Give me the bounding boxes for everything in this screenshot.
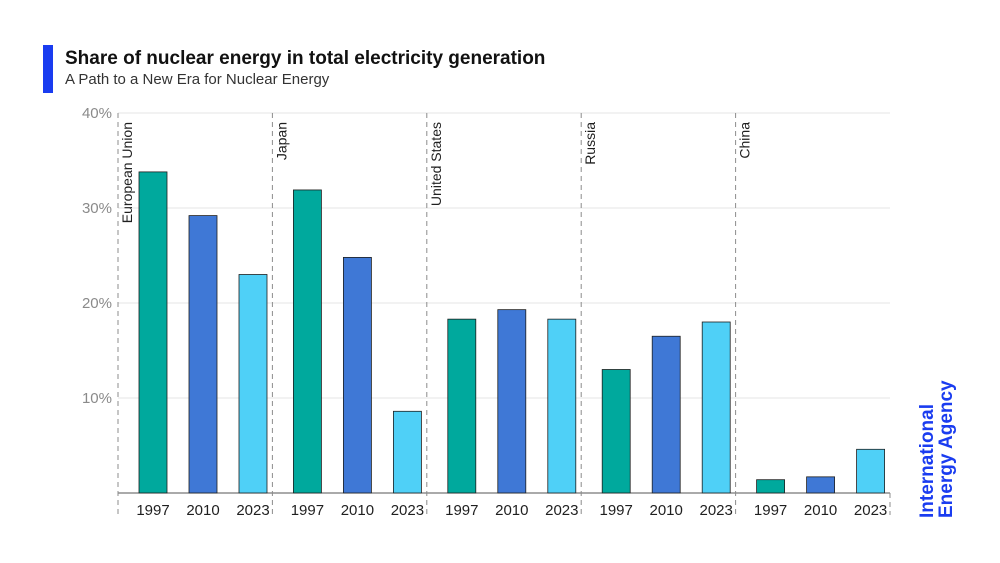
bar-1997	[292, 189, 322, 494]
bar-2010	[806, 476, 835, 494]
brand-line-2: Energy Agency	[936, 380, 957, 518]
chart-title: Share of nuclear energy in total electri…	[65, 48, 546, 69]
bar-1997	[756, 479, 785, 494]
group-label: Japan	[273, 122, 289, 160]
bar-2023	[238, 274, 268, 494]
bar-1997	[601, 369, 631, 494]
x-tick-label: 2010	[650, 502, 683, 519]
x-tick-label: 2010	[804, 502, 837, 519]
bar-2010	[188, 215, 218, 494]
x-tick-label: 2023	[391, 502, 424, 519]
brand-line-1: International	[917, 403, 938, 518]
x-tick-label: 2010	[341, 502, 374, 519]
bar-2023	[392, 410, 422, 494]
x-tick-label: 2023	[545, 502, 578, 519]
x-tick-label: 2010	[186, 502, 219, 519]
bar-1997	[447, 318, 477, 494]
x-tick-label: 2023	[854, 502, 887, 519]
bar-2010	[497, 309, 527, 494]
y-tick-label: 40%	[82, 105, 112, 122]
x-tick-label: 2023	[700, 502, 733, 519]
group-label: European Union	[119, 122, 135, 223]
bar-1997	[138, 171, 168, 494]
bar-2010	[651, 335, 681, 494]
x-tick-label: 1997	[600, 502, 633, 519]
x-tick-label: 2023	[236, 502, 269, 519]
iea-logo: International Energy Agency	[917, 380, 957, 518]
x-tick-label: 1997	[136, 502, 169, 519]
x-tick-label: 2010	[495, 502, 528, 519]
x-tick-label: 1997	[291, 502, 324, 519]
chart-subtitle: A Path to a New Era for Nuclear Energy	[65, 71, 330, 88]
y-tick-label: 30%	[82, 200, 112, 217]
group-label: China	[737, 122, 753, 159]
group-label: Russia	[582, 122, 598, 165]
x-tick-label: 1997	[754, 502, 787, 519]
bar-2023	[701, 321, 731, 494]
y-tick-label: 10%	[82, 390, 112, 407]
x-tick-label: 1997	[445, 502, 478, 519]
bar-2023	[856, 448, 885, 494]
y-tick-label: 20%	[82, 295, 112, 312]
bar-2023	[547, 318, 577, 494]
title-accent-bar	[43, 45, 53, 93]
group-label: United States	[428, 122, 444, 206]
bar-2010	[342, 256, 372, 494]
